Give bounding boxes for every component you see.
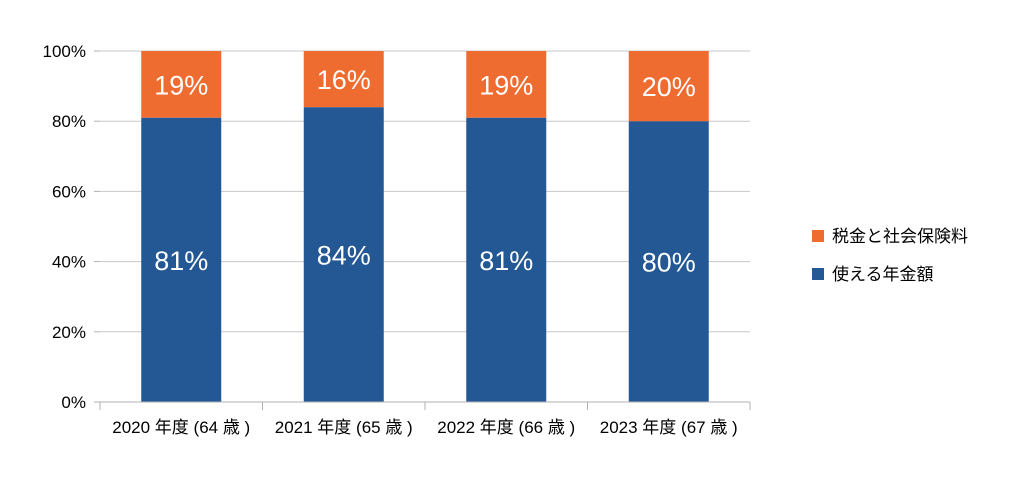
bar-segment [141,117,222,402]
x-axis: 2020 年度 (64 歳 ) 2021 年度 (65 歳 ) 2022 年度 (6… [99,401,751,437]
data-label: 84% [317,241,371,271]
bar-segment [141,51,222,118]
bar-segment [303,107,384,402]
bars [141,51,709,402]
data-label: 81% [479,246,533,276]
x-tick-label: 2021 年度 (65 歳 ) [275,418,413,437]
legend-swatch [812,268,824,280]
bar-segment [466,117,547,402]
bar-segment [303,51,384,108]
legend-swatch [812,230,824,242]
data-label: 19% [154,70,208,100]
legend-label: 使える年金額 [832,264,934,284]
y-tick-label: 100% [43,42,86,61]
x-tick-label: 2023 年度 (67 歳 ) [600,418,738,437]
y-tick-label: 40% [52,253,86,272]
y-axis-ticks: 0% 20% 40% 60% 80% 100% [43,42,100,412]
bar-segment [628,121,709,402]
data-label: 16% [317,65,371,95]
bar-segment [466,51,547,118]
y-tick-label: 60% [52,182,86,201]
bar-segment [628,51,709,122]
data-label: 19% [479,70,533,100]
data-labels: 81% 19% 84% 16% 81% 19% 80% 20% [154,65,696,278]
data-label: 81% [154,246,208,276]
x-tick-label: 2022 年度 (66 歳 ) [437,418,575,437]
y-tick-label: 0% [61,393,86,412]
y-tick-label: 80% [52,112,86,131]
legend-label: 税金と社会保険料 [832,227,968,246]
y-tick-label: 20% [52,323,86,342]
x-tick-label: 2020 年度 (64 歳 ) [112,418,250,437]
data-label: 20% [642,72,696,102]
data-label: 80% [642,248,696,278]
